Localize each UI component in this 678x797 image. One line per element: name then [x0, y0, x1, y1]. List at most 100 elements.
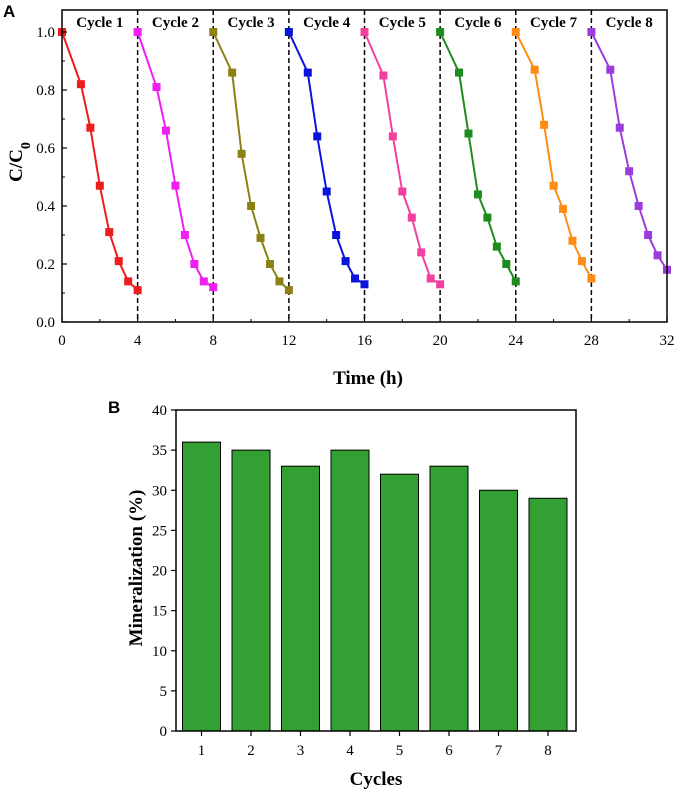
data-point	[388, 132, 397, 141]
data-point	[464, 129, 473, 138]
data-point	[171, 181, 180, 190]
data-point	[105, 228, 114, 237]
y-tick-label: 30	[152, 483, 167, 499]
cycle-label-3: Cycle 3	[228, 15, 275, 31]
x-tick-label: 7	[495, 743, 503, 759]
bar-cycle-3	[281, 465, 320, 732]
series-line-cycle-4	[287, 31, 366, 286]
x-tick-label: 0	[58, 333, 66, 349]
data-point	[95, 181, 104, 190]
y-tick-label: 40	[152, 403, 167, 419]
x-tick-label: 4	[134, 333, 142, 349]
data-point	[152, 83, 161, 92]
series-3	[209, 28, 293, 295]
data-point	[76, 80, 85, 89]
data-point	[322, 187, 331, 196]
bar-cycle-1	[182, 441, 221, 732]
x-tick-label: 3	[297, 743, 305, 759]
x-tick-label: 4	[346, 743, 354, 759]
data-point	[540, 120, 549, 129]
y-tick-label: 0.6	[36, 141, 55, 157]
data-point	[341, 257, 350, 266]
x-tick-label: 1	[198, 743, 206, 759]
series-line-cycle-8	[590, 31, 668, 271]
data-point	[360, 280, 369, 289]
panel-a-cycle-labels: Cycle 1 Cycle 2 Cycle 3 Cycle 4 Cycle 5 Cycle…	[76, 15, 652, 31]
panel-a-line-chart: A Cycle 1 Cycle 2 Cycle 3 Cycle 4 Cycle 5 Cyc…	[3, 2, 675, 389]
data-point	[256, 233, 265, 242]
data-point	[473, 190, 482, 199]
data-point	[615, 123, 624, 132]
y-tick-label: 25	[152, 523, 167, 539]
data-point	[483, 213, 492, 222]
panel-a-y-axis-title: C/C0	[6, 142, 34, 182]
data-point	[634, 202, 643, 210]
x-tick-label: 16	[357, 333, 373, 349]
data-point	[417, 248, 426, 257]
data-point	[625, 167, 634, 176]
data-point	[265, 260, 274, 268]
data-point	[284, 28, 293, 36]
data-point	[559, 204, 568, 213]
series-8	[587, 28, 671, 274]
data-point	[511, 277, 520, 286]
panel-b-x-axis-title: Cycles	[350, 769, 403, 790]
panel-b-y-axis-title: Mineralization (%)	[126, 490, 147, 647]
panel-a-y-axis-title-subscript: 0	[19, 142, 34, 149]
bar-cycle-8	[528, 497, 568, 732]
data-point	[247, 202, 256, 210]
x-tick-label: 6	[445, 743, 453, 759]
x-tick-label: 5	[396, 743, 404, 759]
data-point	[124, 277, 133, 286]
data-point	[209, 283, 218, 292]
series-line-cycle-6	[439, 31, 517, 282]
cycle-label-4: Cycle 4	[303, 15, 351, 31]
data-point	[568, 236, 577, 245]
data-point	[284, 286, 293, 295]
y-tick-label: 20	[152, 564, 167, 580]
data-point	[275, 277, 284, 286]
panel-a-axes: 0 4 8 12 16 20 24 28 32 0.0 0.2 0.4 0.6 0.8 1.0	[36, 25, 674, 349]
panel-b-letter: B	[108, 398, 120, 417]
x-tick-label: 28	[584, 333, 599, 349]
y-tick-label: 0.8	[36, 83, 55, 99]
cycle-label-6: Cycle 6	[454, 15, 502, 31]
panel-b-bar-chart: B 1 2 3 4 5 6 7 8 0 5 10 15 20 25 30 35 40 Cycles Minera…	[108, 398, 577, 790]
bar-cycle-5	[380, 473, 419, 732]
bar-cycle-6	[429, 465, 469, 732]
data-point	[549, 181, 558, 190]
data-point	[407, 213, 416, 222]
series-7	[511, 28, 596, 283]
panel-a-series	[58, 28, 671, 295]
data-point	[237, 149, 246, 158]
series-line-cycle-1	[61, 31, 139, 291]
data-point	[455, 68, 464, 77]
data-point	[360, 28, 369, 36]
y-tick-label: 35	[152, 443, 167, 459]
data-point	[332, 231, 341, 239]
panel-a-y-axis-title-main: C/C	[6, 149, 27, 182]
data-point	[492, 242, 501, 251]
series-line-cycle-5	[363, 31, 441, 286]
data-point	[86, 123, 95, 132]
data-point	[161, 126, 170, 135]
data-point	[577, 257, 586, 266]
data-point	[209, 28, 218, 36]
data-point	[426, 274, 435, 283]
panel-a-x-axis-title: Time (h)	[333, 368, 403, 389]
series-line-cycle-7	[514, 31, 593, 279]
cycle-label-1: Cycle 1	[76, 15, 123, 31]
y-tick-label: 5	[160, 684, 168, 700]
cycle-label-8: Cycle 8	[606, 15, 653, 31]
y-tick-label: 1.0	[36, 25, 55, 41]
series-6	[436, 28, 520, 286]
x-tick-label: 20	[433, 333, 448, 349]
x-tick-label: 2	[247, 743, 255, 759]
x-tick-label: 8	[544, 743, 552, 759]
y-tick-label: 0.4	[36, 199, 55, 215]
data-point	[530, 65, 539, 74]
data-point	[653, 251, 662, 260]
data-point	[303, 68, 312, 77]
series-line-cycle-2	[136, 31, 214, 289]
y-tick-label: 10	[152, 644, 167, 660]
